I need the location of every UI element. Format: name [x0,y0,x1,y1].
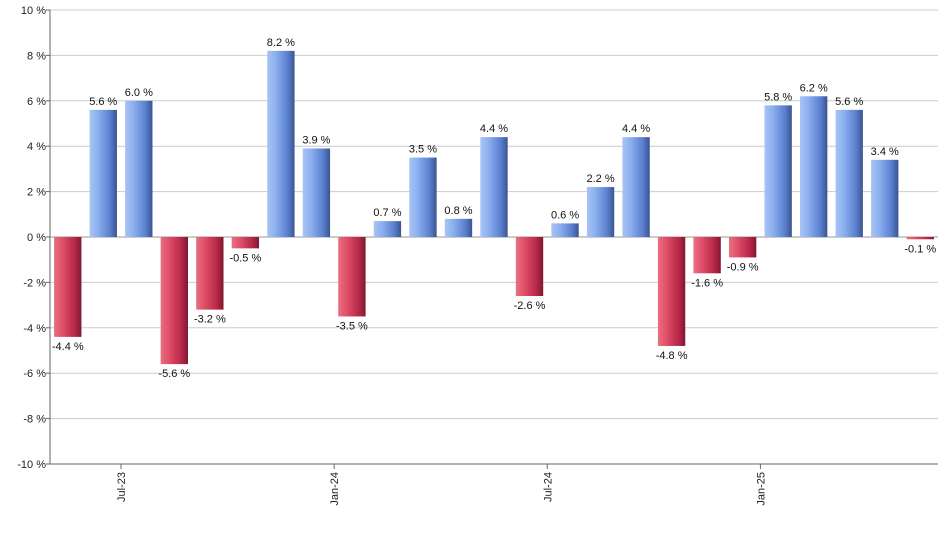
y-tick-label: -8 % [23,414,46,426]
bar-value-label: -5.6 % [158,368,190,380]
bar-positive [480,137,508,237]
bar-value-label: -4.8 % [656,350,688,362]
x-tick-label: Jul-23 [116,472,128,502]
bar-positive [622,137,650,237]
bar-value-label: 0.8 % [444,205,472,217]
bar-negative [160,237,188,365]
y-tick-label: -10 % [17,459,46,471]
y-axis-tick-labels: -10 % -8 % -6 % -4 % -2 % 0 % 2 % 4 % 6 % 8 % 10 % [17,5,46,471]
bar-positive [871,159,899,237]
bar-value-label: 8.2 % [267,37,295,49]
bar-negative [54,237,82,337]
bar-negative [693,237,721,274]
bar-value-label: -1.6 % [691,277,723,289]
bar-value-label: 5.6 % [89,96,117,108]
bar-positive [373,221,402,237]
bar-value-label: -4.4 % [52,341,84,353]
bar-positive [551,223,579,237]
bar-positive [267,50,295,237]
y-tick-label: -2 % [23,277,46,289]
bar-positive [444,218,473,237]
bar-negative [657,237,686,346]
y-tick-label: 8 % [27,50,46,62]
bar-positive [302,148,331,237]
bar-negative [728,237,757,258]
bar-value-label: -0.5 % [229,252,261,264]
bar-value-label: 6.0 % [125,87,153,99]
bar-positive [586,187,615,237]
x-axis-tick-labels: Jul-23 Jan-24 Jul-24 Jan-25 [116,472,767,506]
bar-negative [196,237,224,310]
bar-value-label: -0.1 % [904,243,936,255]
bar-value-label: 3.5 % [409,144,437,156]
bar-value-label: -3.2 % [194,314,226,326]
bar-value-label: -2.6 % [514,300,546,312]
bar-positive [125,100,153,237]
bar-value-label: 5.8 % [764,91,792,103]
bar-value-label: 4.4 % [622,123,650,135]
y-tick-label: 0 % [27,232,46,244]
bar-negative [231,237,260,249]
bar-positive [764,105,792,237]
x-tick-label: Jan-25 [755,472,767,506]
bar-positive [835,109,863,237]
y-tick-label: 2 % [27,187,46,199]
x-tick-label: Jul-24 [542,472,554,502]
bar-value-label: 0.7 % [373,207,401,219]
y-tick-label: -4 % [23,323,46,335]
bar-negative [515,237,544,297]
bar-value-label: 4.4 % [480,123,508,135]
bar-negative [338,237,366,317]
bar-value-label: 3.9 % [302,134,330,146]
bar-value-label: 2.2 % [586,173,614,185]
bar-value-label: -0.9 % [727,261,759,273]
axes [46,9,938,469]
bar-value-label: 6.2 % [800,82,828,94]
y-tick-label: 4 % [27,141,46,153]
y-tick-label: 6 % [27,96,46,108]
bar-value-label: 0.6 % [551,209,579,221]
bar-value-label: 5.6 % [835,96,863,108]
data-labels: -4.4 % 5.6 % 6.0 % -5.6 % -3.2 % -0.5 % 8.2 % 3… [52,37,936,380]
bar-value-label: -3.5 % [336,320,368,332]
bar-positive [409,157,437,237]
y-tick-label: -6 % [23,368,46,380]
y-tick-label: 10 % [21,5,46,17]
bar-negative [906,237,934,240]
bar-positive [89,109,117,237]
bar-positive [800,96,828,237]
bar-value-label: 3.4 % [871,146,899,158]
bars [54,50,934,365]
x-tick-label: Jan-24 [329,472,341,506]
